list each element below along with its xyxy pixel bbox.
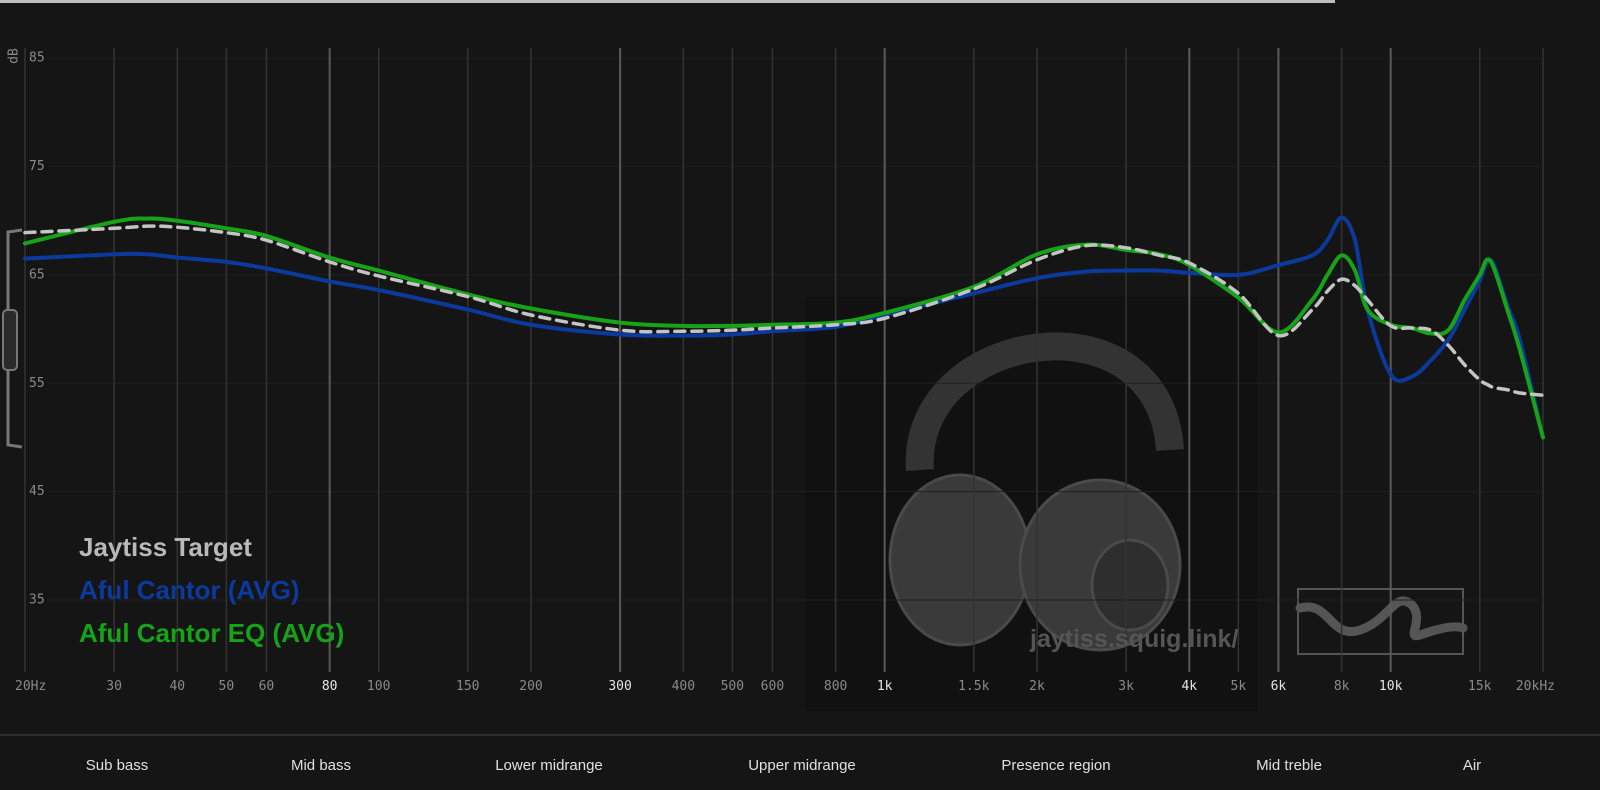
x-tick-label: 500: [721, 679, 744, 694]
band-label: Presence region: [1001, 757, 1110, 774]
x-tick-label: 1.5k: [958, 679, 989, 694]
logo-squiggle: [1295, 596, 1468, 641]
legend-entry: Aful Cantor (AVG): [79, 575, 300, 605]
y-tick-label: 75: [29, 159, 45, 174]
x-tick-label: 10k: [1379, 679, 1403, 694]
y-tick-label: 55: [29, 376, 45, 391]
band-label: Air: [1463, 757, 1481, 774]
x-tick-label: 300: [608, 679, 631, 694]
band-label: Upper midrange: [748, 757, 856, 774]
band-label: Lower midrange: [495, 757, 603, 774]
series-line: [23, 215, 1545, 440]
x-tick-label: 1k: [877, 679, 893, 694]
logo-frame: [1297, 588, 1464, 655]
x-tick-label: 20Hz: [15, 679, 46, 694]
x-tick-label: 4k: [1181, 679, 1197, 694]
x-tick-label: 150: [456, 679, 479, 694]
series-line: [23, 224, 1545, 397]
x-tick-label: 15k: [1468, 679, 1492, 694]
y-tick-label: 45: [29, 484, 45, 499]
series-line: [23, 216, 1545, 440]
ear-cup-center: [1090, 538, 1170, 632]
scrollbar: [0, 0, 1335, 3]
x-tick-label: 80: [322, 679, 338, 694]
legend-entry: Aful Cantor EQ (AVG): [79, 618, 344, 648]
x-tick-label: 600: [761, 679, 784, 694]
band-label: Sub bass: [86, 757, 149, 774]
legend-entry: Jaytiss Target: [79, 532, 252, 562]
x-tick-label: 50: [219, 679, 235, 694]
image-backdrop: [805, 297, 1257, 711]
x-tick-label: 400: [672, 679, 695, 694]
logo: [1295, 588, 1468, 655]
x-tick-label: 5k: [1231, 679, 1247, 694]
x-tick-label: 20kHz: [1516, 679, 1555, 694]
x-tick-label: 40: [169, 679, 185, 694]
y-axis-label: dB: [7, 48, 22, 64]
y-tick-label: 65: [29, 267, 45, 282]
x-tick-label: 100: [367, 679, 390, 694]
x-tick-label: 3k: [1118, 679, 1134, 694]
band-label: Mid bass: [291, 757, 351, 774]
x-tick-label: 8k: [1334, 679, 1350, 694]
band-label: Mid treble: [1256, 757, 1322, 774]
x-tick-label: 30: [106, 679, 122, 694]
ear-cup: [888, 473, 1032, 647]
y-tick-label: 85: [29, 51, 45, 66]
x-tick-label: 6k: [1271, 679, 1287, 694]
y-tick-label: 35: [29, 592, 45, 607]
scale-grip: [2, 309, 18, 371]
x-tick-label: 800: [824, 679, 847, 694]
x-tick-label: 60: [259, 679, 275, 694]
lines: [23, 215, 1545, 440]
x-tick-label: 2k: [1029, 679, 1045, 694]
headphone-image: [888, 332, 1184, 652]
x-tick-label: 200: [519, 679, 542, 694]
watermark: jaytiss.squig.link/: [1029, 625, 1238, 653]
